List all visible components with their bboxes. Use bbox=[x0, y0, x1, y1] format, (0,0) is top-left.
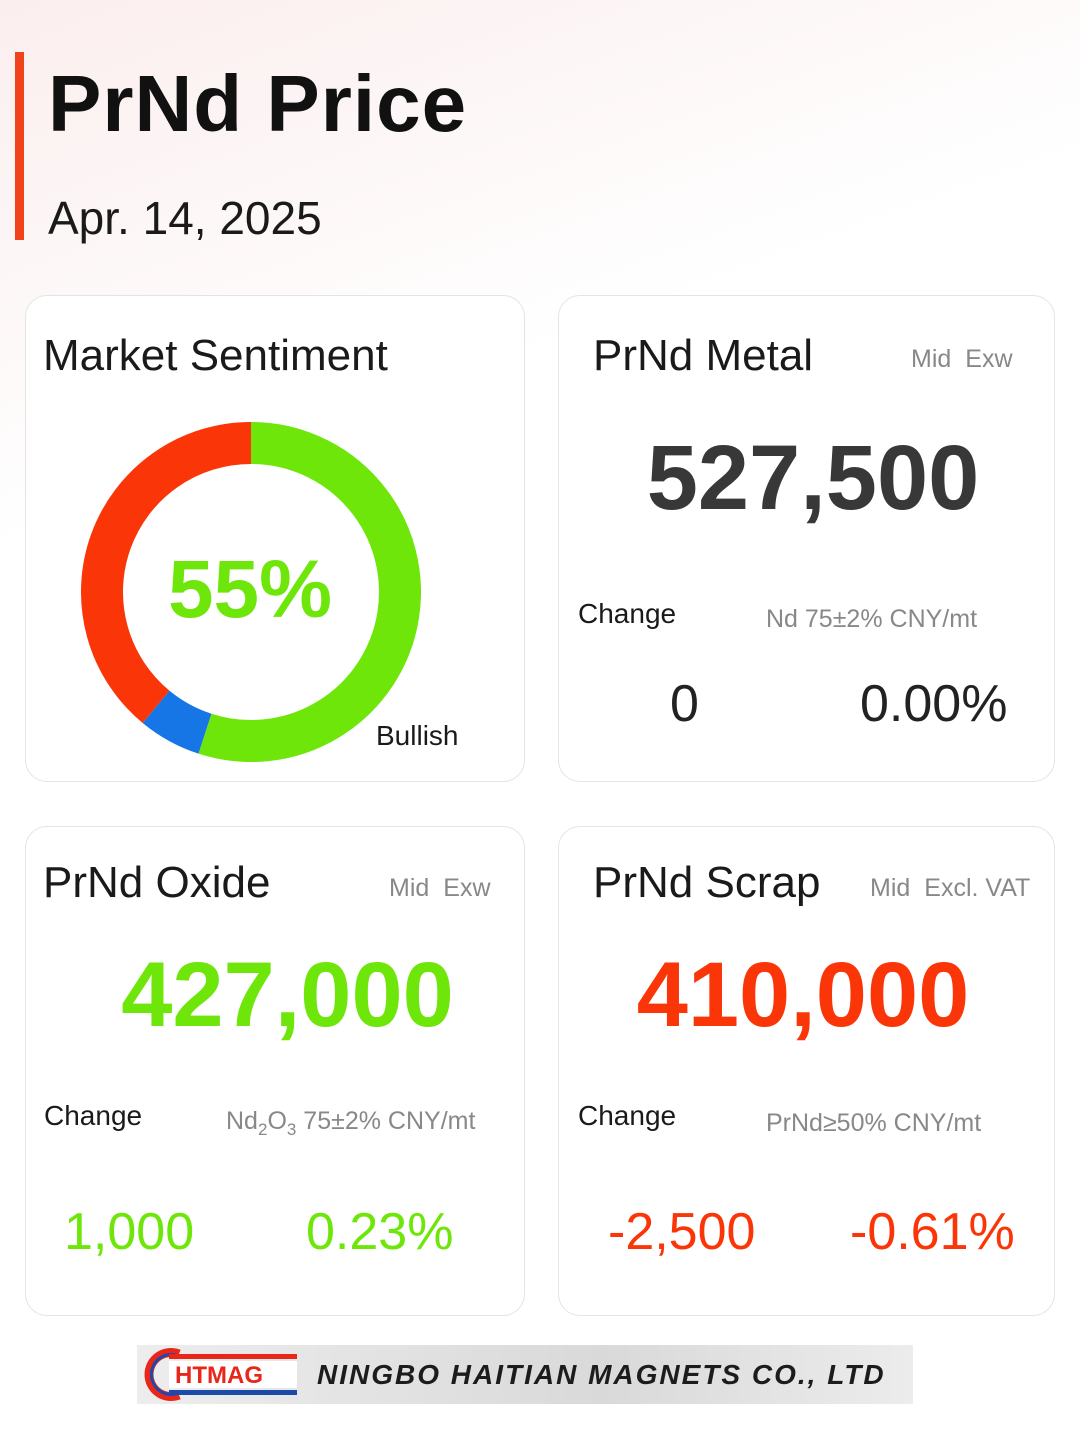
oxide-meta-exw: Exw bbox=[443, 874, 491, 902]
oxide-spec-nd: Nd bbox=[226, 1107, 258, 1135]
company-name: NINGBO HAITIAN MAGNETS CO., LTD bbox=[317, 1358, 886, 1390]
metal-meta-exw: Exw bbox=[965, 345, 1013, 373]
oxide-spec: Nd2O3 75±2% CNY/mt bbox=[226, 1106, 475, 1145]
company-banner: HTMAG NINGBO HAITIAN MAGNETS CO., LTD bbox=[137, 1345, 913, 1404]
oxide-spec-sub2: 3 bbox=[286, 1120, 297, 1139]
donut-segment-bearish bbox=[81, 422, 252, 723]
scrap-price: 410,000 bbox=[636, 944, 970, 1046]
scrap-card bbox=[558, 826, 1055, 1316]
oxide-spec-sub1: 2 bbox=[257, 1120, 268, 1139]
metal-card bbox=[558, 295, 1055, 782]
donut-segment-bullish bbox=[198, 422, 421, 762]
scrap-spec: PrNd≥50% CNY/mt bbox=[766, 1109, 982, 1137]
page-title: PrNd Price bbox=[48, 59, 468, 148]
donut-segment-neutral bbox=[142, 690, 213, 754]
oxide-card bbox=[25, 826, 525, 1316]
oxide-meta-mid: Mid bbox=[389, 874, 430, 902]
metal-change-label: Change bbox=[578, 598, 677, 629]
oxide-change-label: Change bbox=[44, 1100, 143, 1131]
scrap-change-percent: -0.61% bbox=[850, 1203, 1015, 1261]
oxide-price: 427,000 bbox=[121, 944, 454, 1046]
scrap-meta: Mid Excl. VAT bbox=[870, 873, 1030, 903]
metal-meta: Mid Exw bbox=[911, 344, 1027, 374]
company-logo: HTMAG bbox=[144, 1348, 297, 1401]
oxide-change-value: 1,000 bbox=[64, 1203, 195, 1261]
metal-change-value: 0 bbox=[670, 675, 699, 733]
scrap-title: PrNd Scrap bbox=[593, 858, 821, 907]
oxide-meta: Mid Exw bbox=[389, 873, 505, 903]
oxide-title: PrNd Oxide bbox=[43, 858, 271, 907]
sentiment-label: Bullish bbox=[376, 720, 459, 751]
metal-change-percent: 0.00% bbox=[860, 675, 1008, 733]
sentiment-title: Market Sentiment bbox=[43, 331, 388, 380]
scrap-meta-vat: Excl. VAT bbox=[924, 874, 1031, 902]
title-accent-bar bbox=[15, 52, 24, 240]
sentiment-donut bbox=[81, 422, 421, 762]
oxide-change-percent: 0.23% bbox=[306, 1203, 454, 1261]
scrap-meta-mid: Mid bbox=[870, 874, 911, 902]
page-date: Apr. 14, 2025 bbox=[48, 192, 322, 244]
metal-title: PrNd Metal bbox=[593, 331, 814, 380]
scrap-change-label: Change bbox=[578, 1100, 677, 1131]
logo-lettering: HTMAG bbox=[175, 1362, 263, 1389]
metal-price: 527,500 bbox=[646, 427, 980, 529]
metal-meta-mid: Mid bbox=[911, 345, 952, 373]
scrap-change-value: -2,500 bbox=[608, 1203, 756, 1261]
oxide-spec-rest: 75±2% CNY/mt bbox=[296, 1107, 476, 1135]
sentiment-percent: 55% bbox=[167, 544, 333, 635]
oxide-spec-o: O bbox=[267, 1107, 287, 1135]
metal-spec: Nd 75±2% CNY/mt bbox=[766, 605, 978, 633]
